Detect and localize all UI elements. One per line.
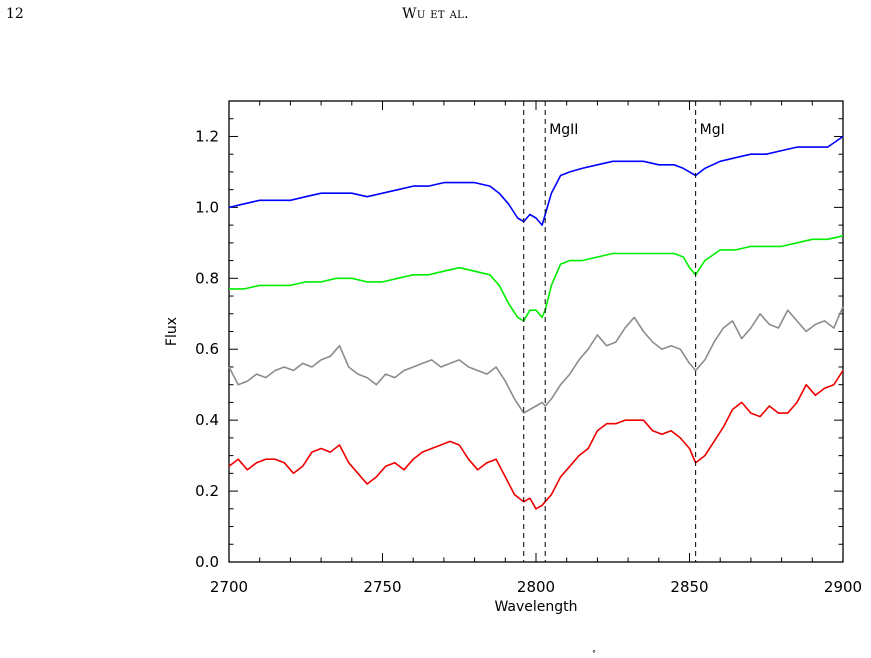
reference-label: MgII — [549, 122, 578, 138]
y-tick-label: 0.0 — [195, 553, 219, 571]
page-number: 12 — [6, 6, 24, 22]
series-line-0 — [228, 135, 844, 226]
y-tick-label: 1.0 — [195, 198, 219, 216]
x-tick-label: 2900 — [824, 578, 862, 596]
y-axis-label: Flux — [164, 317, 180, 346]
axis-labels: 2700 2750 2800 2850 2900 0.0 0.2 0.4 0.6 0.8 1.0 1.… — [164, 122, 862, 615]
x-tick-label: 2850 — [670, 578, 708, 596]
series-layer — [228, 135, 844, 510]
reference-label: MgI — [700, 122, 725, 138]
reference-lines — [523, 101, 697, 562]
x-axis-label: Wavelength — [494, 599, 577, 615]
x-tick-label: 2800 — [517, 578, 555, 596]
y-tick-label: 1.2 — [195, 127, 219, 145]
caption-mark: ° — [592, 649, 596, 658]
series-line-3 — [228, 370, 844, 510]
axes-frame — [228, 100, 844, 563]
y-tick-label: 0.4 — [195, 411, 219, 429]
running-head: Wu et al. — [402, 6, 469, 22]
y-tick-label: 0.2 — [195, 482, 219, 500]
series-line-2 — [228, 306, 844, 414]
x-tick-label: 2700 — [210, 578, 248, 596]
series-line-1 — [229, 235, 844, 322]
y-tick-label: 0.6 — [195, 340, 219, 358]
plot-frame — [228, 100, 844, 563]
x-tick-label: 2750 — [363, 578, 401, 596]
y-tick-label: 0.8 — [195, 269, 219, 287]
